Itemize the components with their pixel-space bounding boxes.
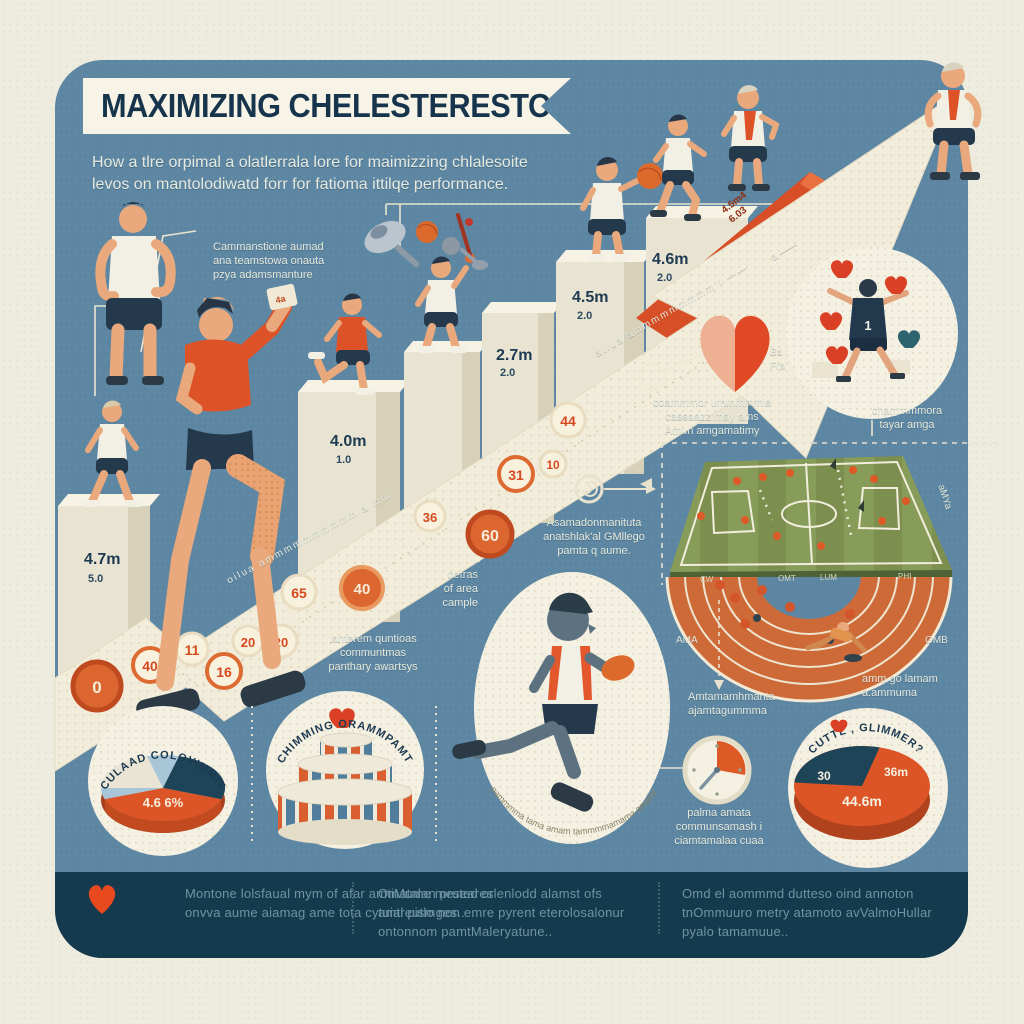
footer-col-2: Omatalan pruted orlenlodd alamst ofs amt…: [378, 886, 625, 939]
athlete-top-right: [924, 62, 982, 180]
step-label-3: 2.7m: [496, 347, 532, 364]
right-pie-v2: 36m: [884, 765, 908, 779]
badge-4: 20: [241, 635, 255, 650]
svg-text:LUM: LUM: [820, 573, 837, 582]
hearts-cluster-icon: [819, 260, 908, 364]
annotation-clock: palma amata communsamash i ciamtamalaa cua…: [674, 807, 764, 847]
field-callout-frame: [574, 442, 1002, 585]
badge-1: 40: [142, 658, 158, 674]
athlete-basketball: [580, 157, 663, 261]
right-pie-v3: 44.6m: [842, 793, 882, 809]
discs-stack: [277, 732, 413, 845]
jersey-number: 1: [864, 318, 871, 333]
step-label-1: 4.7m: [84, 551, 120, 568]
athlete-on-ramp: [721, 85, 780, 191]
step-label-4: 4.5m: [572, 289, 608, 306]
left-pie-value: 4.6 6%: [143, 795, 184, 810]
badge-0: 0: [92, 678, 101, 697]
field-strip-labels: CW OMT LUM PHI: [700, 572, 911, 584]
annotation-track-left: Amtamamhmanta ajamtagummma: [688, 691, 775, 717]
annotation-path: lanterem quntioas communtmas panthary awar…: [328, 633, 418, 673]
jumper-medallion: 1: [786, 247, 958, 436]
footer-divider-1: [352, 882, 354, 934]
right-pie-v1: 30: [817, 769, 831, 783]
track-label-right: GMB: [925, 635, 948, 646]
athlete-juggler: [415, 253, 475, 353]
bottom-separators: [251, 706, 437, 846]
annotation-heart-side: Ba Fra: [770, 347, 785, 372]
right-pie-medallion: 30 36m 44.6m CUTTL , GLIMMER?: [788, 708, 948, 868]
title-ribbon: MAXIMIZING CHELESTERESTOIL LEVELS: [83, 78, 571, 134]
badge-9: 60: [481, 528, 499, 545]
athlete-big-lunge: 4a: [136, 283, 306, 722]
badge-8: 36: [423, 510, 437, 525]
badge-10: 31: [508, 467, 524, 483]
sports-equipment-icons: [364, 213, 488, 270]
callout-ring-icon: [637, 362, 667, 392]
footer-divider-2: [658, 882, 660, 934]
discs-medallion: CHIMMING ORAMMPAMT: [266, 691, 424, 849]
footer-band: [55, 872, 968, 958]
club-head-icon: [472, 260, 488, 270]
svg-text:2.0: 2.0: [577, 310, 592, 322]
annotation-detras: detras of area cample: [442, 569, 478, 609]
heart-callout: [637, 315, 770, 404]
running-track: [665, 577, 953, 703]
annotation-jumper: chammmmora tayar amga: [871, 405, 943, 431]
clock-icon: [682, 735, 752, 805]
badge-7: 40: [354, 581, 371, 598]
subtitle: How a tlre orpimal a olatlerrala lore fo…: [92, 154, 528, 193]
small-heart-icon: [329, 708, 355, 728]
runner-oval-medallion: pammmma tama amam tammmmamama amamt: [452, 572, 670, 844]
track-runner: [805, 622, 867, 653]
target-icon: [574, 474, 604, 504]
badge-2: 11: [185, 642, 200, 658]
step-label-5: 4.6m: [652, 251, 688, 268]
oval-runner-figure: [452, 592, 635, 812]
athlete-walking-small: [82, 400, 142, 507]
step-label-2: 4.0m: [330, 433, 366, 450]
cones: [697, 466, 910, 550]
annotation-heart: coammmor ummmmmla cassaazz may ams Amun am…: [652, 397, 772, 437]
badge-12: 44: [560, 413, 576, 429]
svg-text:1.0: 1.0: [336, 454, 351, 466]
left-pie-medallion: 4.6 6% CULAAD COLOVIMMIT: [88, 706, 238, 856]
footer-heart-icon: [88, 885, 116, 914]
soccer-field: [670, 456, 952, 588]
footer-col-3: Omd el aommmd dutteso oind annoton tnOmm…: [682, 886, 932, 939]
svg-text:PHI: PHI: [898, 572, 911, 581]
flags: [830, 458, 864, 512]
annotation-center: Asamadonmanituta anatshlak'al GMllego pamt…: [543, 517, 645, 557]
bat-icon: [456, 213, 472, 257]
svg-text:CW: CW: [700, 575, 714, 584]
track-label-left: AMA: [676, 635, 698, 646]
athlete-runner-step2: [308, 293, 382, 395]
footer-col-1: Montone lolsfaual mym of afar amtiMume m…: [185, 886, 494, 920]
annotation-topleft: Cammanstione aumad ana teamstowa onauta pz…: [213, 241, 325, 281]
svg-text:2.0: 2.0: [500, 367, 515, 379]
left-pie-chart: [101, 755, 226, 833]
athlete-climbing: [650, 114, 707, 221]
card-label: 4a: [275, 293, 288, 305]
track-annotation-arrow: [714, 600, 724, 690]
svg-text:2.0: 2.0: [657, 272, 672, 284]
svg-text:OMT: OMT: [778, 574, 796, 583]
badge-6: 65: [291, 585, 307, 601]
svg-text:5.0: 5.0: [88, 573, 103, 585]
helmet-icon: [442, 237, 460, 255]
badge-11: 10: [546, 458, 560, 472]
right-pie-chart: [794, 746, 930, 826]
badge-3: 16: [216, 664, 232, 680]
annotation-track-right: amm go lamam a.ammuma: [862, 673, 938, 699]
athlete-standing-left: [95, 202, 176, 385]
track-markers: [715, 580, 855, 629]
